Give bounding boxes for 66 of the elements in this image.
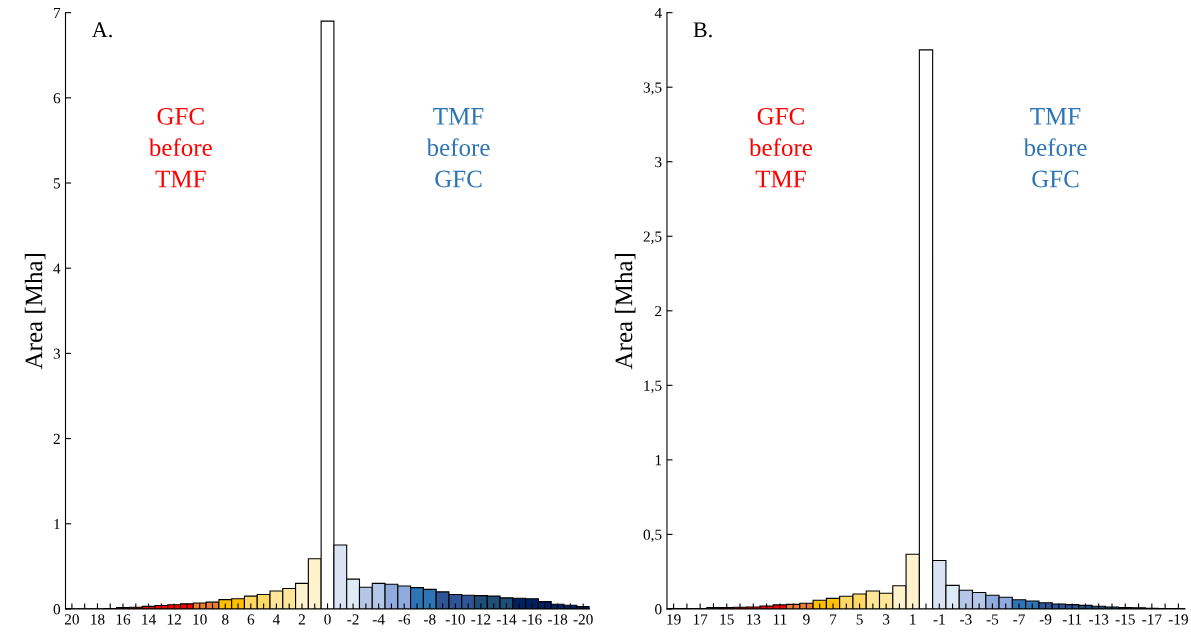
x-tick-label: -20 [573, 614, 593, 625]
x-tick-label: 5 [856, 614, 863, 625]
x-tick-label: 18 [91, 614, 105, 625]
y-tick-label: 2 [655, 305, 662, 317]
x-tick-label: -10 [445, 614, 465, 625]
y-tick-label: 0 [655, 604, 662, 615]
y-tick-label: 1 [655, 455, 662, 466]
x-tick-label: 7 [830, 614, 837, 625]
y-tick-label: 5 [53, 178, 61, 189]
x-tick-label: 1 [910, 614, 916, 625]
x-tick-label: -18 [547, 614, 568, 625]
x-tick-label: 2 [298, 614, 305, 625]
annotation: TMF before GFC [426, 108, 490, 188]
chart-title: A. [91, 22, 112, 38]
x-tick-label: 11 [773, 614, 787, 625]
y-tick-label: 1,5 [644, 380, 662, 393]
y-tick-label: 4 [654, 7, 662, 18]
x-tick-label: -19 [1168, 614, 1188, 625]
x-tick-label: 14 [142, 614, 156, 625]
y-tick-label: 4 [53, 263, 61, 274]
y-tick-label: 2,5 [643, 231, 662, 244]
x-tick-label: -4 [372, 614, 385, 625]
annotation: GFC before TMF [148, 107, 212, 188]
x-tick-label: 3 [883, 614, 890, 625]
y-tick-label: 0,5 [643, 529, 662, 543]
y-tick-label: 3 [53, 348, 61, 359]
x-tick-label: -5 [986, 614, 999, 625]
x-tick-label: 0 [324, 614, 331, 625]
x-tick-label: -15 [1115, 614, 1135, 625]
x-tick-label: -13 [1089, 614, 1109, 625]
x-tick-label: -3 [960, 614, 972, 625]
x-tick-label: 13 [747, 614, 761, 625]
x-tick-label: 19 [667, 614, 681, 625]
x-tick-label: -8 [423, 614, 436, 625]
y-axis-title: Area [Mha] [614, 254, 636, 370]
x-tick-label: 20 [64, 614, 79, 625]
x-tick-label: -16 [522, 614, 542, 625]
x-tick-label: -17 [1142, 614, 1162, 625]
y-tick-label: 2 [53, 433, 60, 444]
x-tick-label: 4 [272, 614, 280, 625]
x-tick-label: -6 [398, 614, 411, 625]
x-tick-label: 16 [116, 614, 131, 625]
x-tick-label: 6 [247, 614, 255, 625]
x-tick-label: -1 [933, 614, 945, 625]
annotation: GFC before TMF [749, 107, 812, 188]
x-tick-label: -9 [1039, 614, 1052, 625]
x-tick-label: 12 [167, 614, 181, 625]
x-tick-label: 9 [803, 614, 810, 625]
x-tick-label: -14 [496, 614, 517, 625]
x-tick-label: 17 [693, 614, 708, 625]
y-tick-label: 7 [54, 7, 61, 18]
x-tick-label: -7 [1013, 614, 1025, 625]
x-tick-label: -12 [471, 614, 491, 625]
y-tick-label: 1 [54, 518, 60, 530]
x-tick-label: 10 [193, 614, 207, 625]
annotation: TMF before GFC [1023, 108, 1087, 188]
y-tick-label: 3 [655, 156, 662, 168]
x-tick-label: 15 [720, 614, 734, 625]
x-tick-label: 8 [222, 614, 229, 625]
x-tick-label: -2 [347, 614, 359, 625]
x-tick-label: -11 [1062, 614, 1082, 625]
y-tick-label: 6 [53, 93, 61, 104]
y-tick-label: 0 [53, 604, 61, 615]
chart-title: B. [693, 22, 712, 38]
y-axis-title: Area [Mha] [24, 254, 46, 370]
y-tick-label: 3,5 [643, 82, 662, 95]
